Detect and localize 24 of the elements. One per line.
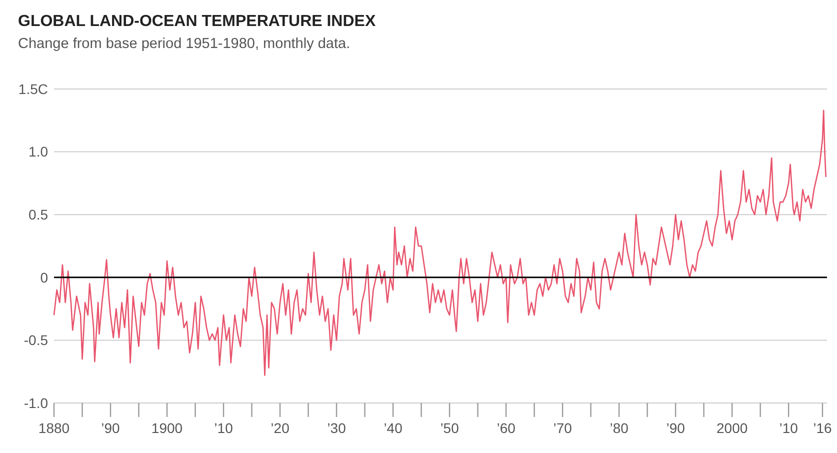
x-tick-label: ’10 <box>779 420 798 436</box>
y-tick-label: 0.5 <box>28 206 48 222</box>
x-tick-label: ’10 <box>214 420 234 436</box>
y-tick-label: 1.5C <box>18 80 48 97</box>
x-tick-label: ’90 <box>101 420 120 436</box>
x-tick-label: ’30 <box>327 420 346 436</box>
x-tick-label: ’80 <box>610 420 629 436</box>
x-tick-label: ’40 <box>384 420 403 436</box>
x-tick-label: ’70 <box>553 420 572 436</box>
y-tick-label: 1.0 <box>28 144 48 160</box>
x-tick-label: 1900 <box>151 420 183 436</box>
y-tick-label: -1.0 <box>24 394 48 411</box>
x-tick-label: ’16 <box>813 420 832 436</box>
x-tick-label: ’50 <box>440 420 460 436</box>
chart-subtitle: Change from base period 1951-1980, monthly data. <box>18 36 350 52</box>
line-series <box>53 110 827 376</box>
x-tick-label: ’90 <box>666 420 686 436</box>
y-tick-label: 0 <box>40 269 48 286</box>
x-tick-label: ’20 <box>270 420 290 436</box>
chart-title: GLOBAL LAND-OCEAN TEMPERATURE INDEX <box>18 13 376 30</box>
x-tick-label: 2000 <box>716 420 748 436</box>
x-tick-label: 1880 <box>38 420 70 436</box>
y-tick-label: -0.5 <box>24 332 48 348</box>
x-tick-label: ’60 <box>496 420 516 436</box>
